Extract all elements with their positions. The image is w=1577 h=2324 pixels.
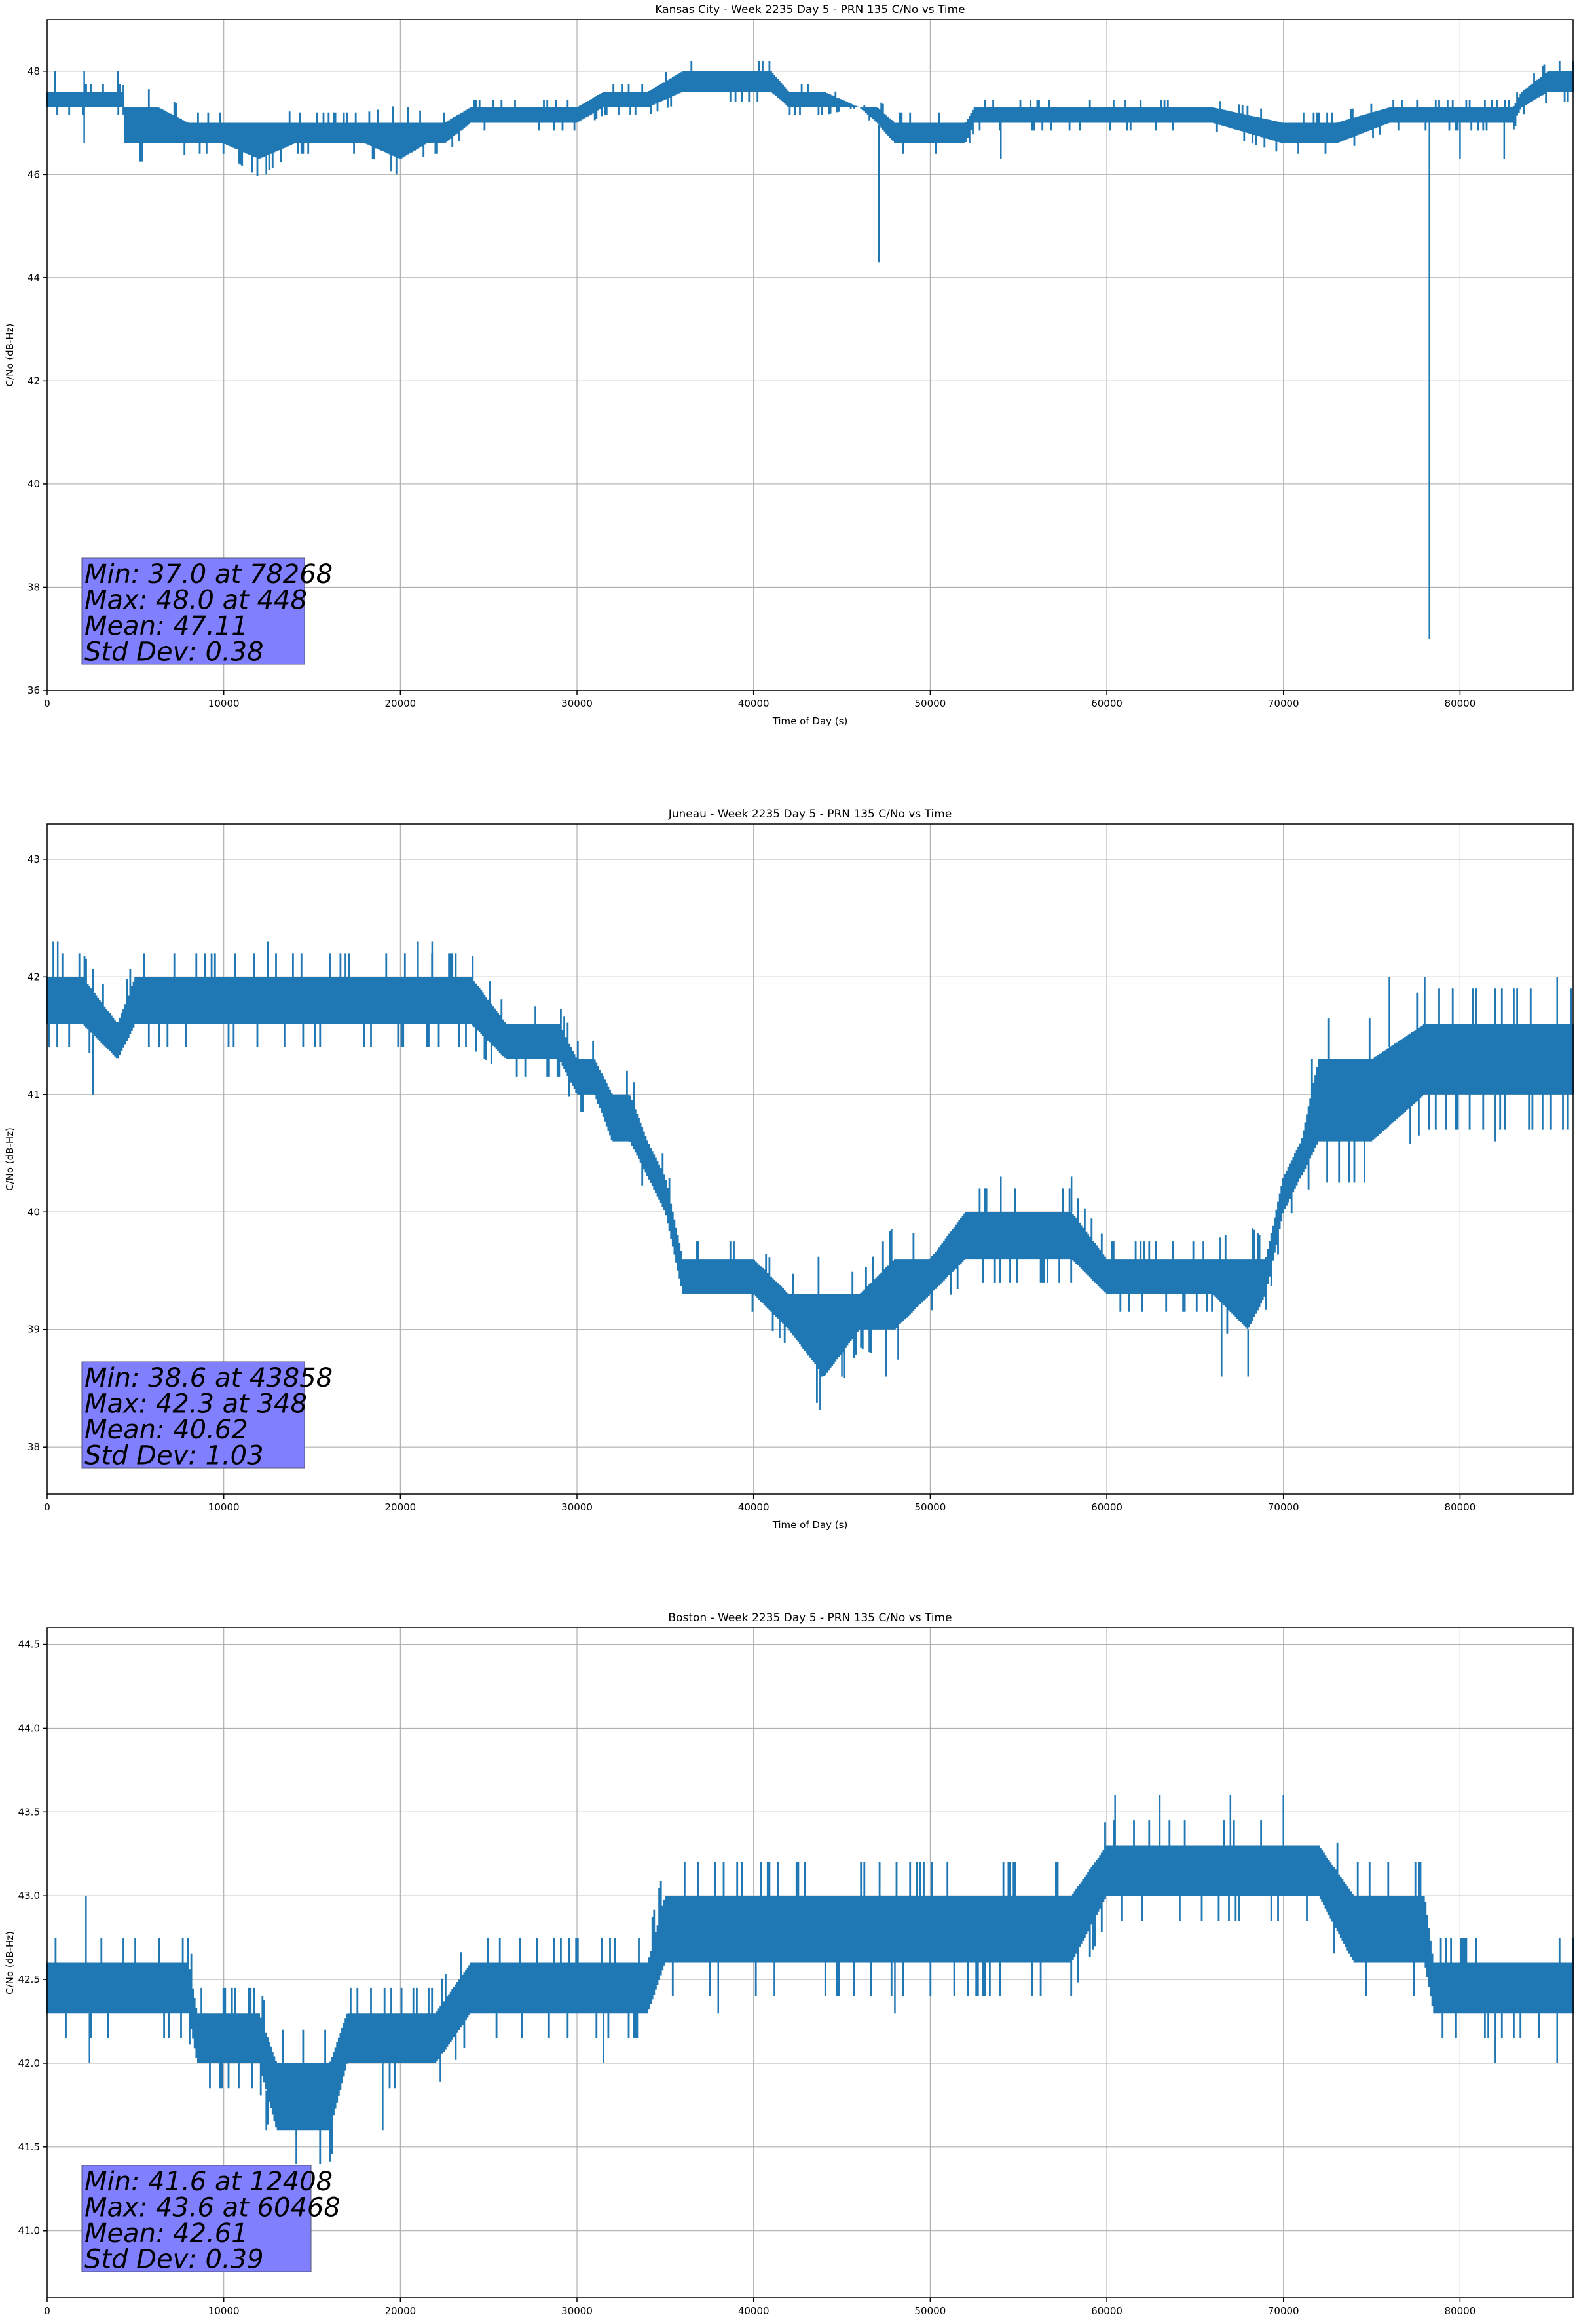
x-axis-label: Time of Day (s) bbox=[772, 2323, 848, 2324]
chart-title: Boston - Week 2235 Day 5 - PRN 135 C/No … bbox=[668, 1611, 952, 1624]
y-axis-label: C/No (dB-Hz) bbox=[4, 1127, 16, 1191]
stats-text-line: Mean: 40.62 bbox=[84, 1415, 248, 1445]
stats-text-line: Std Dev: 0.39 bbox=[84, 2245, 264, 2275]
stats-text-line: Min: 38.6 at 43858 bbox=[84, 1363, 333, 1393]
chart-panel-1: 0 10000 20000 30000 40000 50000 60000 70000 8000… bbox=[4, 3, 1574, 727]
stats-box bbox=[81, 2165, 312, 2272]
x-tick-label: 60000 bbox=[1091, 1501, 1122, 1513]
stats-text-line: Min: 37.0 at 78268 bbox=[84, 559, 333, 590]
x-tick-label: 80000 bbox=[1445, 1501, 1476, 1513]
x-tick-label: 80000 bbox=[1445, 2305, 1476, 2317]
x-tick-label: 40000 bbox=[738, 1501, 770, 1513]
stats-box bbox=[81, 1361, 305, 1469]
y-tick-label: 41.5 bbox=[18, 2141, 40, 2153]
chart-title: Juneau - Week 2235 Day 5 - PRN 135 C/No … bbox=[668, 808, 952, 821]
stats-text-line: Std Dev: 1.03 bbox=[84, 1441, 264, 1471]
x-axis-label: Time of Day (s) bbox=[772, 1519, 848, 1531]
y-tick-label: 36 bbox=[28, 684, 40, 696]
x-tick-label: 80000 bbox=[1445, 698, 1476, 709]
x-tick-label: 70000 bbox=[1268, 1501, 1299, 1513]
x-tick-label: 30000 bbox=[561, 698, 593, 709]
plot-frame bbox=[46, 823, 1574, 1495]
stats-text-line: Mean: 47.11 bbox=[84, 611, 248, 641]
y-tick-label: 46 bbox=[28, 168, 40, 180]
x-tick-label: 10000 bbox=[208, 2305, 240, 2317]
x-tick-label: 10000 bbox=[208, 698, 240, 709]
x-tick-label: 50000 bbox=[915, 1501, 946, 1513]
x-tick-label: 50000 bbox=[915, 698, 946, 709]
stats-text-line: Min: 41.6 at 12408 bbox=[84, 2167, 333, 2197]
x-tick-label: 30000 bbox=[561, 1501, 593, 1513]
x-tick-label: 20000 bbox=[384, 2305, 416, 2317]
plot-frame bbox=[46, 1627, 1574, 2298]
x-tick-label: 0 bbox=[44, 1501, 50, 1513]
x-tick-label: 0 bbox=[44, 2305, 50, 2317]
y-tick-label: 43.5 bbox=[18, 1806, 40, 1818]
stats-box bbox=[81, 557, 305, 665]
chart-panel-3: 0 10000 20000 30000 40000 50000 60000 70000 8000… bbox=[4, 1611, 1574, 2324]
x-tick-label: 40000 bbox=[738, 698, 770, 709]
x-tick-label: 20000 bbox=[384, 698, 416, 709]
y-tick-label: 43.0 bbox=[18, 1890, 40, 1902]
stats-text-line: Std Dev: 0.38 bbox=[84, 637, 264, 667]
y-tick-label: 44.0 bbox=[18, 1722, 40, 1734]
plot-frame bbox=[46, 19, 1574, 691]
x-tick-label: 70000 bbox=[1268, 2305, 1299, 2317]
x-tick-label: 10000 bbox=[208, 1501, 240, 1513]
x-tick-label: 60000 bbox=[1091, 2305, 1122, 2317]
x-tick-label: 0 bbox=[44, 698, 50, 709]
y-tick-label: 42 bbox=[28, 971, 40, 983]
chart-title: Kansas City - Week 2235 Day 5 - PRN 135 … bbox=[655, 3, 965, 16]
y-axis-label: C/No (dB-Hz) bbox=[4, 324, 16, 387]
x-tick-label: 20000 bbox=[384, 1501, 416, 1513]
stats-text-line: Mean: 42.61 bbox=[84, 2219, 248, 2249]
y-tick-label: 42.5 bbox=[18, 1974, 40, 1985]
y-tick-label: 38 bbox=[28, 1441, 40, 1453]
y-tick-label: 40 bbox=[28, 478, 40, 490]
x-tick-label: 70000 bbox=[1268, 698, 1299, 709]
y-tick-label: 44 bbox=[28, 272, 40, 284]
y-tick-label: 44.5 bbox=[18, 1639, 40, 1651]
x-tick-label: 40000 bbox=[738, 2305, 770, 2317]
y-tick-label: 41 bbox=[28, 1089, 40, 1100]
stats-text-line: Max: 48.0 at 448 bbox=[84, 586, 307, 616]
y-tick-label: 43 bbox=[28, 853, 40, 865]
x-tick-label: 50000 bbox=[915, 2305, 946, 2317]
chart-panel-2: 0 10000 20000 30000 40000 50000 60000 70000 8000… bbox=[4, 808, 1574, 1531]
y-tick-label: 41.0 bbox=[18, 2225, 40, 2237]
y-tick-label: 48 bbox=[28, 66, 40, 77]
y-tick-label: 39 bbox=[28, 1324, 40, 1336]
y-tick-label: 42.0 bbox=[18, 2057, 40, 2069]
series-line bbox=[46, 61, 1574, 176]
x-tick-label: 30000 bbox=[561, 2305, 593, 2317]
y-axis-label: C/No (dB-Hz) bbox=[4, 1931, 16, 1995]
stats-text-line: Max: 42.3 at 348 bbox=[84, 1389, 307, 1419]
y-tick-label: 38 bbox=[28, 581, 40, 593]
series-line bbox=[46, 953, 1574, 1410]
series-line bbox=[46, 1820, 1574, 2164]
y-tick-label: 40 bbox=[28, 1206, 40, 1218]
stats-text-line: Max: 43.6 at 60468 bbox=[84, 2193, 341, 2223]
y-tick-label: 42 bbox=[28, 375, 40, 386]
x-axis-label: Time of Day (s) bbox=[772, 715, 848, 727]
x-tick-label: 60000 bbox=[1091, 698, 1122, 709]
